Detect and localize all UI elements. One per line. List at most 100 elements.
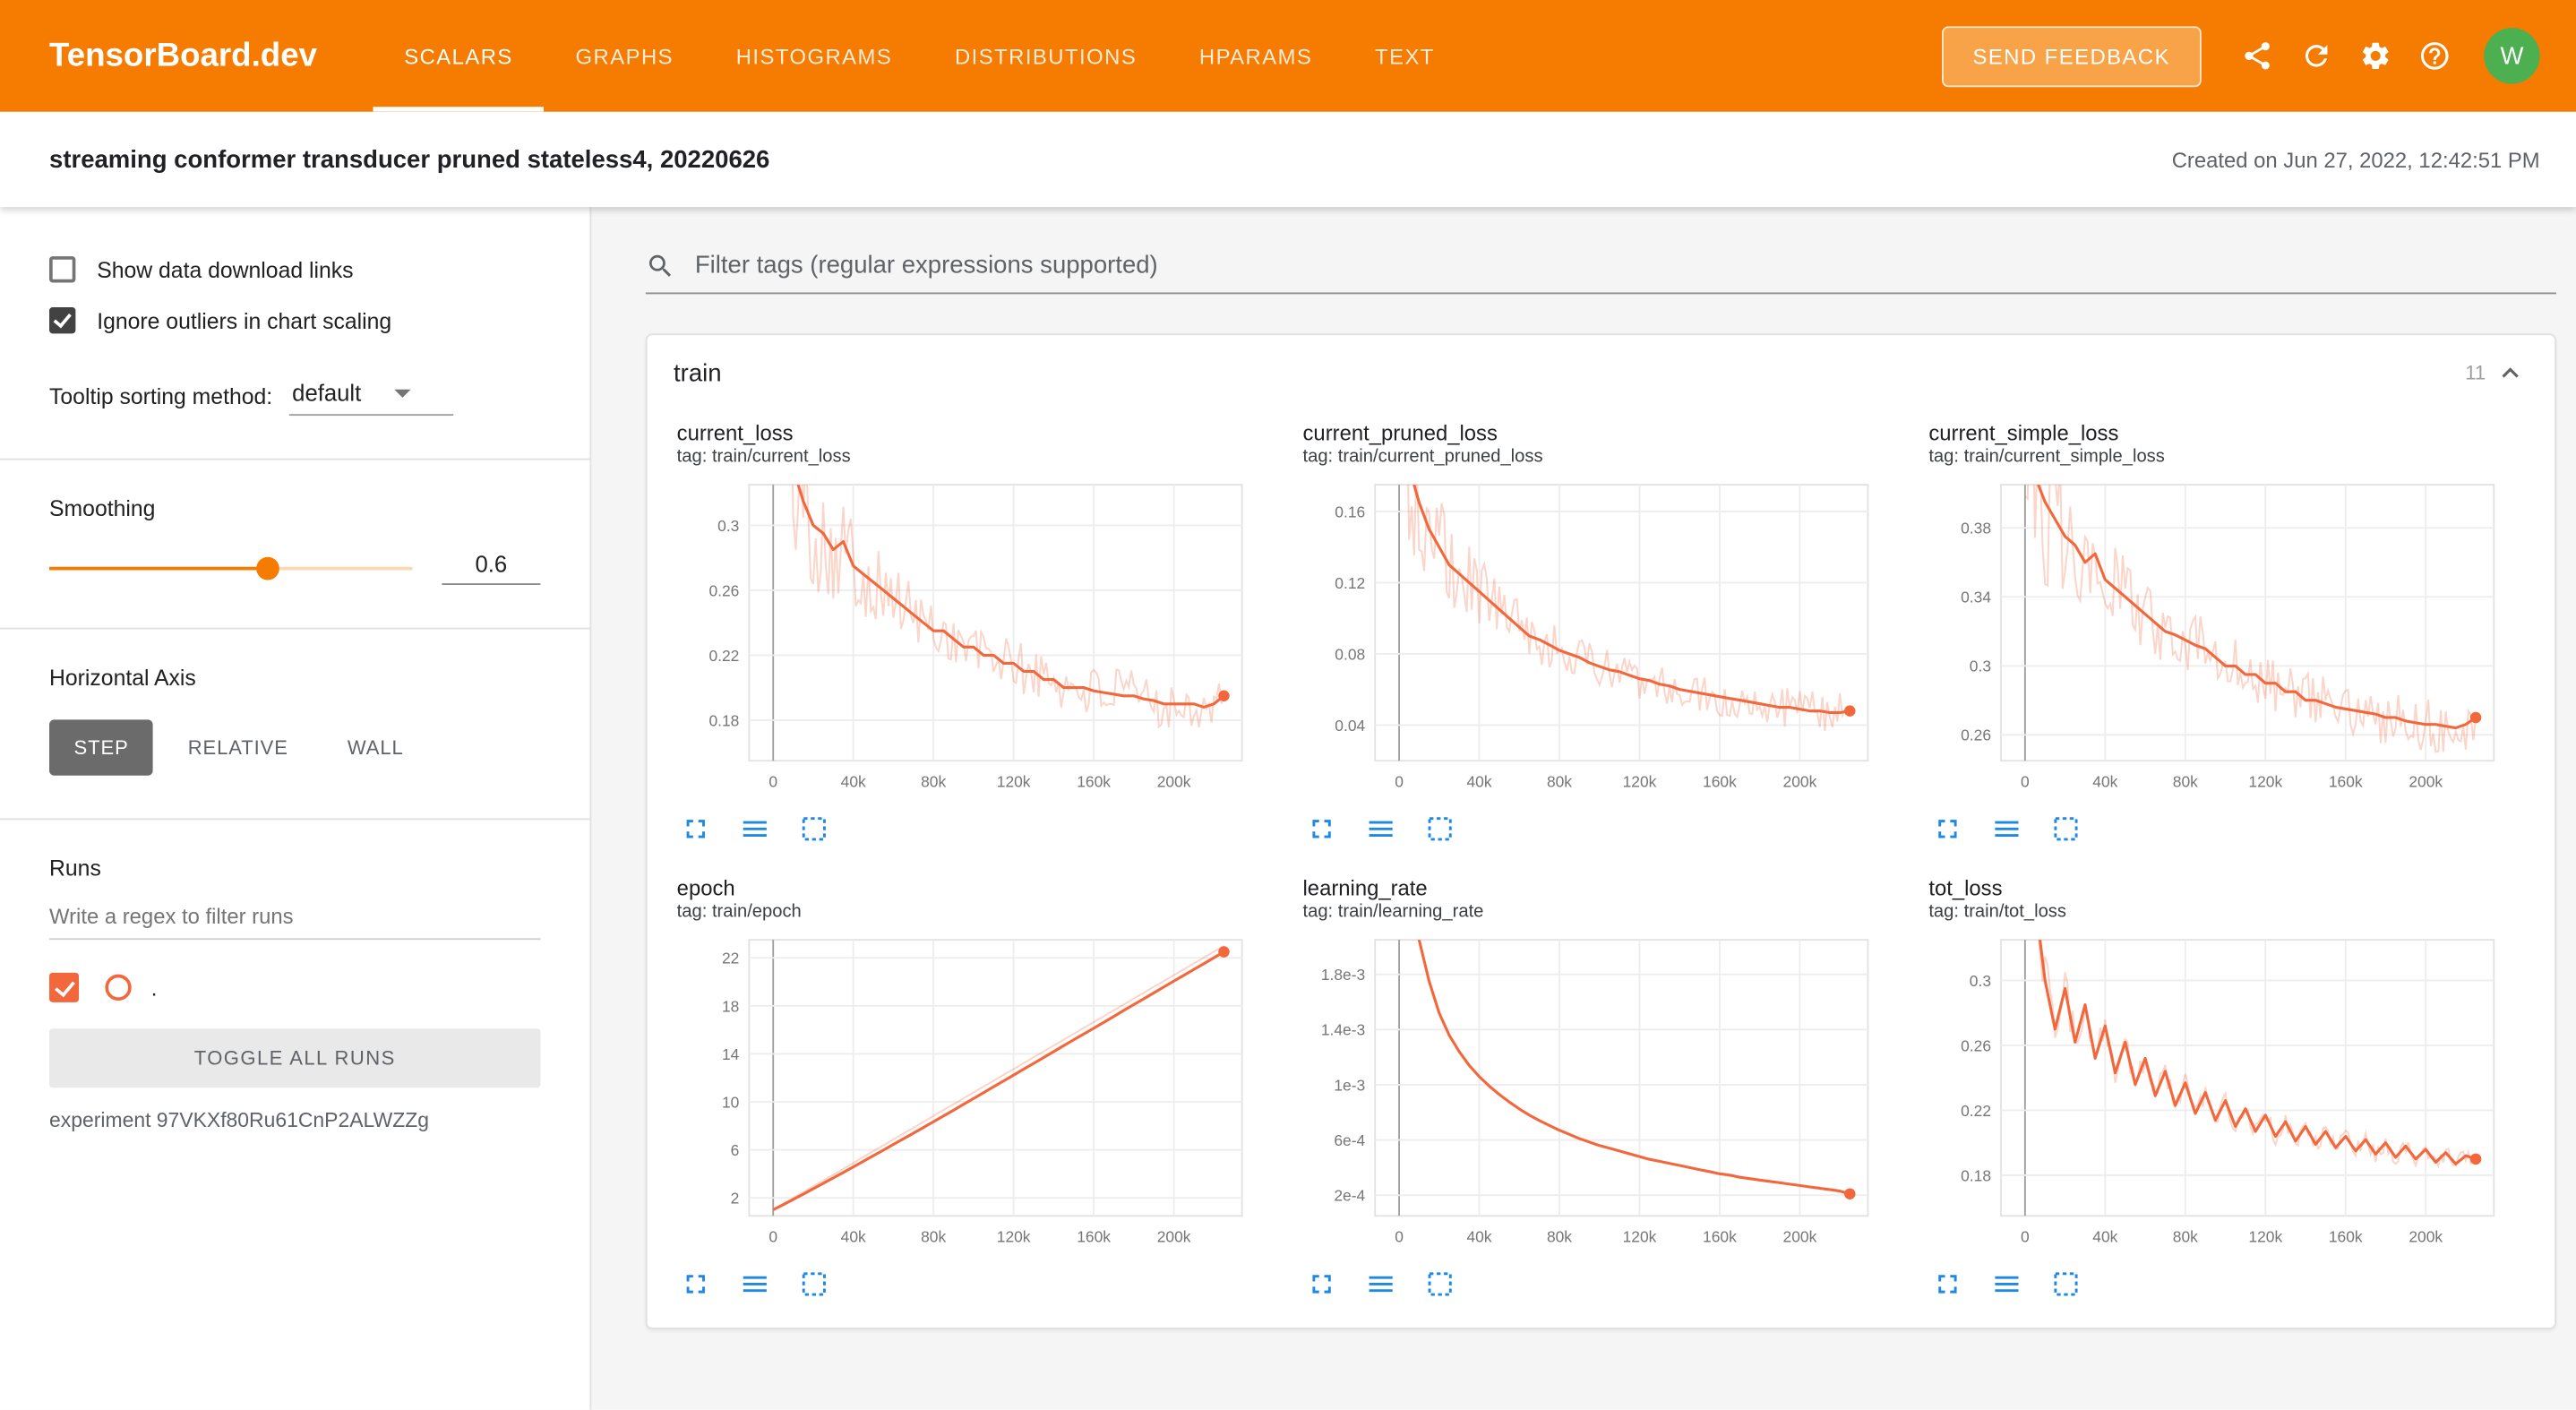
svg-text:1e-3: 1e-3	[1334, 1076, 1365, 1094]
data-lines-icon	[743, 821, 767, 838]
fit-domain-button[interactable]	[798, 1268, 831, 1302]
expand-chart-button[interactable]	[680, 1268, 713, 1302]
axis-relative-button[interactable]: RELATIVE	[163, 719, 313, 775]
expand-chart-button[interactable]	[1932, 813, 1965, 847]
svg-text:0.26: 0.26	[1961, 726, 1991, 744]
data-lines-icon	[1369, 821, 1393, 838]
expand-chart-button[interactable]	[1306, 1268, 1339, 1302]
view-data-button[interactable]	[1991, 1268, 2024, 1302]
fullscreen-icon	[1938, 820, 1957, 838]
show-download-checkbox[interactable]	[49, 256, 76, 283]
tab-graphs[interactable]: GRAPHS	[575, 43, 674, 69]
tab-hparams[interactable]: HPARAMS	[1198, 43, 1313, 69]
svg-text:80k: 80k	[921, 773, 946, 791]
svg-text:40k: 40k	[841, 1228, 866, 1246]
tab-scalars[interactable]: SCALARS	[373, 0, 544, 112]
tab-distributions[interactable]: DISTRIBUTIONS	[954, 43, 1138, 69]
send-feedback-button[interactable]: SEND FEEDBACK	[1941, 25, 2202, 87]
scalar-chart-card: current_loss tag: train/current_loss 0 40…	[677, 417, 1280, 847]
ignore-outliers-checkbox[interactable]	[49, 306, 76, 334]
view-data-button[interactable]	[739, 1268, 772, 1302]
svg-text:0.08: 0.08	[1335, 645, 1365, 663]
svg-text:0.22: 0.22	[708, 647, 739, 665]
tag-filter-input[interactable]	[691, 249, 2556, 281]
svg-text:0.26: 0.26	[1961, 1036, 1991, 1054]
svg-text:40k: 40k	[2092, 773, 2117, 791]
tab-histograms[interactable]: HISTOGRAMS	[735, 43, 893, 69]
chart-tag: tag: train/learning_rate	[1302, 901, 1484, 922]
expand-chart-button[interactable]	[680, 813, 713, 847]
toggle-all-runs-button[interactable]: TOGGLE ALL RUNS	[49, 1028, 541, 1088]
line-chart[interactable]: 0 40k 80k 120k 160k 200k 0.18 0.22 0.26 0.3	[1928, 930, 2507, 1255]
view-data-button[interactable]	[1365, 1268, 1398, 1302]
svg-text:0.3: 0.3	[1970, 658, 1991, 675]
line-chart[interactable]: 0 40k 80k 120k 160k 200k 0.18 0.22 0.26 0.3	[677, 475, 1256, 800]
svg-text:6: 6	[731, 1141, 740, 1159]
expand-chart-button[interactable]	[1306, 813, 1339, 847]
svg-text:2e-4: 2e-4	[1334, 1187, 1365, 1205]
share-icon	[2245, 42, 2270, 70]
runs-filter-input[interactable]	[49, 893, 541, 941]
tab-text[interactable]: TEXT	[1375, 43, 1435, 69]
view-data-button[interactable]	[739, 813, 772, 847]
fit-domain-button[interactable]	[2050, 1268, 2083, 1302]
main-nav: SCALARS GRAPHS HISTOGRAMS DISTRIBUTIONS …	[373, 0, 1465, 112]
fit-domain-button[interactable]	[798, 813, 831, 847]
run-color-swatch	[105, 974, 132, 1002]
svg-text:6e-4: 6e-4	[1334, 1131, 1365, 1149]
tooltip-sorting-value: default	[292, 379, 362, 407]
share-button[interactable]	[2228, 26, 2287, 85]
fit-domain-button[interactable]	[2050, 813, 2083, 847]
fullscreen-icon	[686, 820, 705, 838]
view-data-button[interactable]	[1991, 813, 2024, 847]
line-chart[interactable]: 0 40k 80k 120k 160k 200k 0.04 0.08 0.12 0.16	[1303, 475, 1882, 800]
svg-text:2: 2	[731, 1190, 740, 1208]
experiment-bar: streaming conformer transducer pruned st…	[0, 111, 2576, 208]
slider-fill	[49, 565, 268, 570]
fullscreen-icon	[1312, 1275, 1331, 1294]
fit-domain-button[interactable]	[1424, 813, 1457, 847]
axis-wall-button[interactable]: WALL	[322, 719, 428, 775]
chart-toolbar	[677, 1268, 1280, 1302]
svg-text:200k: 200k	[1157, 1228, 1191, 1246]
svg-text:0.18: 0.18	[1961, 1166, 1991, 1184]
line-chart[interactable]: 0 40k 80k 120k 160k 200k 2e-4 6e-4 1e-3 1.4e-3 1.8…	[1303, 930, 1882, 1255]
brand-title[interactable]: TensorBoard.dev	[49, 37, 317, 73]
tooltip-sorting-select[interactable]: default	[288, 376, 453, 417]
line-chart[interactable]: 0 40k 80k 120k 160k 200k 2 6 10 14 18 22	[677, 930, 1256, 1255]
axis-step-button[interactable]: STEP	[49, 719, 154, 776]
svg-text:0.34: 0.34	[1961, 589, 1991, 606]
horizontal-axis-label: Horizontal Axis	[49, 665, 196, 691]
header-spacer	[1466, 0, 1942, 112]
svg-text:120k: 120k	[997, 1228, 1031, 1246]
collapse-group-button[interactable]	[2492, 355, 2528, 391]
chart-tag: tag: train/current_simple_loss	[1928, 446, 2165, 467]
smoothing-label: Smoothing	[49, 495, 156, 521]
smoothing-slider[interactable]	[49, 555, 413, 580]
chart-title: current_pruned_loss	[1302, 420, 1498, 446]
chart-title: learning_rate	[1302, 875, 1428, 901]
avatar[interactable]: W	[2484, 28, 2540, 84]
content: Show data download links Ignore outliers…	[0, 207, 2576, 1410]
search-icon	[648, 254, 672, 276]
show-download-row: Show data download links	[49, 256, 540, 283]
slider-thumb[interactable]	[255, 555, 279, 580]
help-button[interactable]	[2405, 26, 2464, 85]
chevron-up-icon	[2502, 367, 2519, 378]
selection-box-icon	[802, 817, 826, 841]
fit-domain-button[interactable]	[1424, 1268, 1457, 1302]
svg-text:0.16: 0.16	[1335, 503, 1365, 520]
svg-text:40k: 40k	[1466, 1228, 1491, 1246]
group-count: 11	[2465, 361, 2486, 385]
svg-text:0.3: 0.3	[717, 517, 739, 535]
refresh-button[interactable]	[2287, 26, 2346, 85]
selection-box-icon	[1428, 817, 1452, 841]
run-checkbox[interactable]	[49, 972, 80, 1002]
view-data-button[interactable]	[1365, 813, 1398, 847]
smoothing-value[interactable]: 0.6	[442, 550, 541, 585]
chart-tag: tag: train/current_pruned_loss	[1302, 446, 1543, 467]
scalar-chart-card: epoch tag: train/epoch 0 40k 80k 120k 160k 20…	[677, 873, 1280, 1302]
line-chart[interactable]: 0 40k 80k 120k 160k 200k 0.26 0.3 0.34 0.38	[1928, 475, 2507, 800]
expand-chart-button[interactable]	[1932, 1268, 1965, 1302]
settings-button[interactable]	[2346, 26, 2405, 85]
